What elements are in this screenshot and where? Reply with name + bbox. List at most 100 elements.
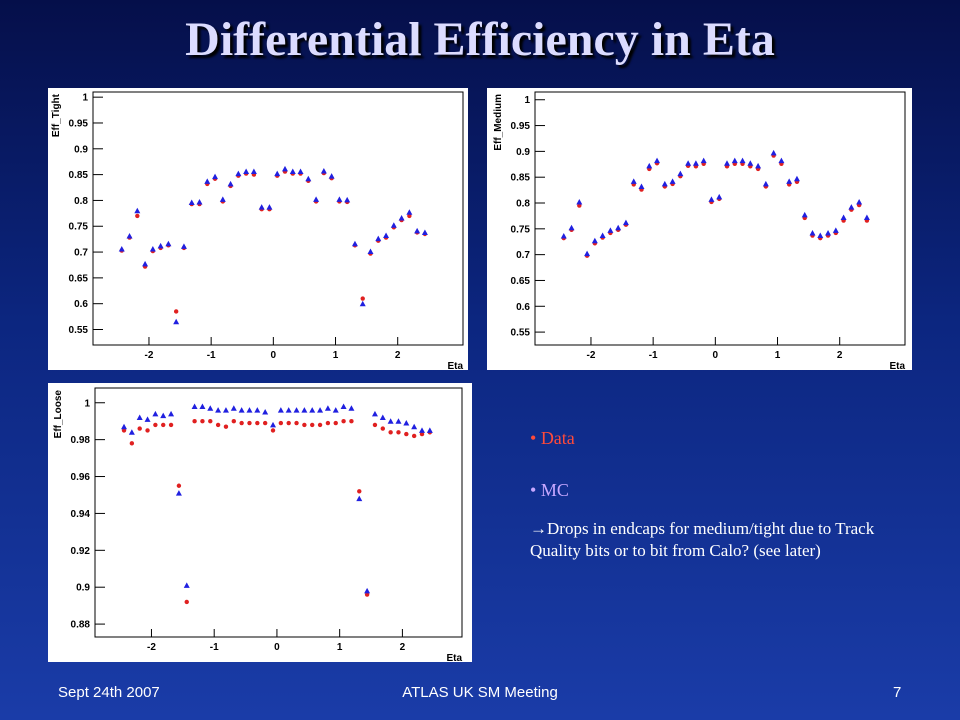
- y-tick-label: 0.88: [71, 620, 91, 631]
- mc-point: [646, 162, 653, 169]
- mc-point: [840, 214, 847, 220]
- mc-point: [207, 405, 214, 411]
- mc-point: [414, 227, 421, 234]
- legend-data: • Data: [530, 428, 575, 448]
- mc-point: [731, 157, 738, 164]
- data-point: [145, 428, 150, 433]
- chart: 0.55 0.6 0.65 0.7 0.75 0.8 0.85 0.9 0.95 1 -2 -1 0 1 2…: [48, 88, 468, 370]
- mc-point: [801, 211, 808, 218]
- mc-point: [277, 407, 284, 413]
- data-point: [223, 424, 229, 429]
- x-tick-label: 2: [395, 350, 401, 361]
- mc-point: [317, 407, 324, 413]
- data-point: [137, 426, 142, 431]
- x-tick-label: 1: [337, 642, 343, 653]
- y-axis-label: Eff_Medium: [493, 94, 504, 151]
- mc-point: [344, 196, 351, 203]
- mc-point: [301, 407, 308, 413]
- data-point: [360, 296, 365, 301]
- mc-point: [128, 429, 135, 435]
- x-tick-label: 2: [400, 642, 406, 653]
- y-tick-label: 0.9: [516, 147, 530, 158]
- chart: 0.55 0.6 0.65 0.7 0.75 0.8 0.85 0.9 0.95 1 -2 -1 0 1 2…: [487, 88, 912, 370]
- data-point: [388, 430, 393, 435]
- x-tick-label: -2: [145, 350, 154, 361]
- y-tick-label: 0.65: [69, 273, 89, 284]
- y-tick-label: 0.7: [516, 250, 530, 261]
- note: →Drops in endcaps for medium/tight due t…: [530, 519, 875, 561]
- mc-point: [246, 407, 253, 413]
- mc-point: [285, 407, 292, 413]
- data-point: [411, 433, 417, 439]
- data-point: [173, 309, 179, 314]
- x-tick-label: -2: [147, 642, 156, 653]
- data-point: [317, 422, 323, 428]
- mc-point: [183, 582, 190, 588]
- data-point: [192, 419, 197, 424]
- data-point: [176, 483, 182, 488]
- x-tick-label: -1: [207, 350, 216, 361]
- y-tick-label: 0.9: [76, 583, 90, 594]
- y-tick-label: 0.75: [69, 222, 89, 233]
- mc-point: [149, 245, 156, 252]
- data-point: [349, 419, 354, 424]
- mc-point: [762, 180, 769, 187]
- mc-point: [230, 405, 237, 411]
- mc-point: [403, 420, 410, 426]
- data-point: [302, 422, 307, 428]
- y-tick-label: 1: [524, 95, 530, 106]
- y-tick-label: 0.9: [74, 144, 88, 155]
- y-tick-label: 0.85: [69, 170, 89, 181]
- mc-point: [160, 412, 167, 419]
- y-tick-label: 0.6: [516, 302, 530, 313]
- data-point: [404, 431, 409, 437]
- mc-point: [157, 242, 164, 249]
- mc-point: [723, 160, 730, 166]
- data-point: [357, 489, 362, 494]
- x-tick-label: 1: [775, 350, 781, 361]
- data-point: [419, 431, 425, 437]
- x-tick-label: 0: [274, 642, 280, 653]
- plot-frame: [534, 91, 906, 346]
- mc-point: [219, 196, 226, 202]
- mc-point: [313, 196, 320, 202]
- mc-point: [238, 407, 245, 413]
- y-tick-label: 0.55: [511, 328, 531, 339]
- x-tick-label: 2: [837, 350, 843, 361]
- data-point: [372, 422, 378, 428]
- mc-point: [356, 495, 363, 502]
- mc-point: [173, 318, 180, 325]
- data-point: [247, 420, 252, 426]
- mc-point: [243, 168, 250, 175]
- mc-point: [638, 183, 645, 189]
- mc-point: [599, 232, 606, 239]
- data-point: [333, 420, 338, 426]
- data-point: [200, 419, 205, 424]
- y-axis-label: Eff_Loose: [53, 390, 64, 439]
- plot-frame: [92, 91, 464, 346]
- mc-point: [747, 160, 754, 166]
- mc-point: [204, 178, 211, 184]
- data-point: [278, 420, 284, 426]
- data-point: [231, 419, 237, 424]
- mc-point: [654, 157, 661, 164]
- mc-point: [266, 204, 273, 210]
- mc-point: [165, 240, 172, 247]
- page-number: 7: [893, 684, 902, 701]
- data-point: [341, 419, 346, 424]
- y-tick-label: 0.55: [69, 325, 89, 336]
- y-tick-label: 0.8: [516, 199, 530, 210]
- mc-point: [825, 229, 832, 236]
- x-tick-label: -1: [210, 642, 219, 653]
- plot-frame: [94, 387, 463, 638]
- mc-point: [411, 423, 418, 430]
- mc-point: [700, 157, 707, 164]
- mc-point: [351, 240, 358, 247]
- mc-point: [136, 414, 143, 421]
- mc-point: [421, 229, 428, 235]
- mc-point: [692, 160, 699, 166]
- data-point: [255, 420, 260, 426]
- y-tick-label: 0.92: [71, 546, 91, 557]
- mc-point: [390, 222, 397, 228]
- x-tick-label: 0: [271, 350, 277, 361]
